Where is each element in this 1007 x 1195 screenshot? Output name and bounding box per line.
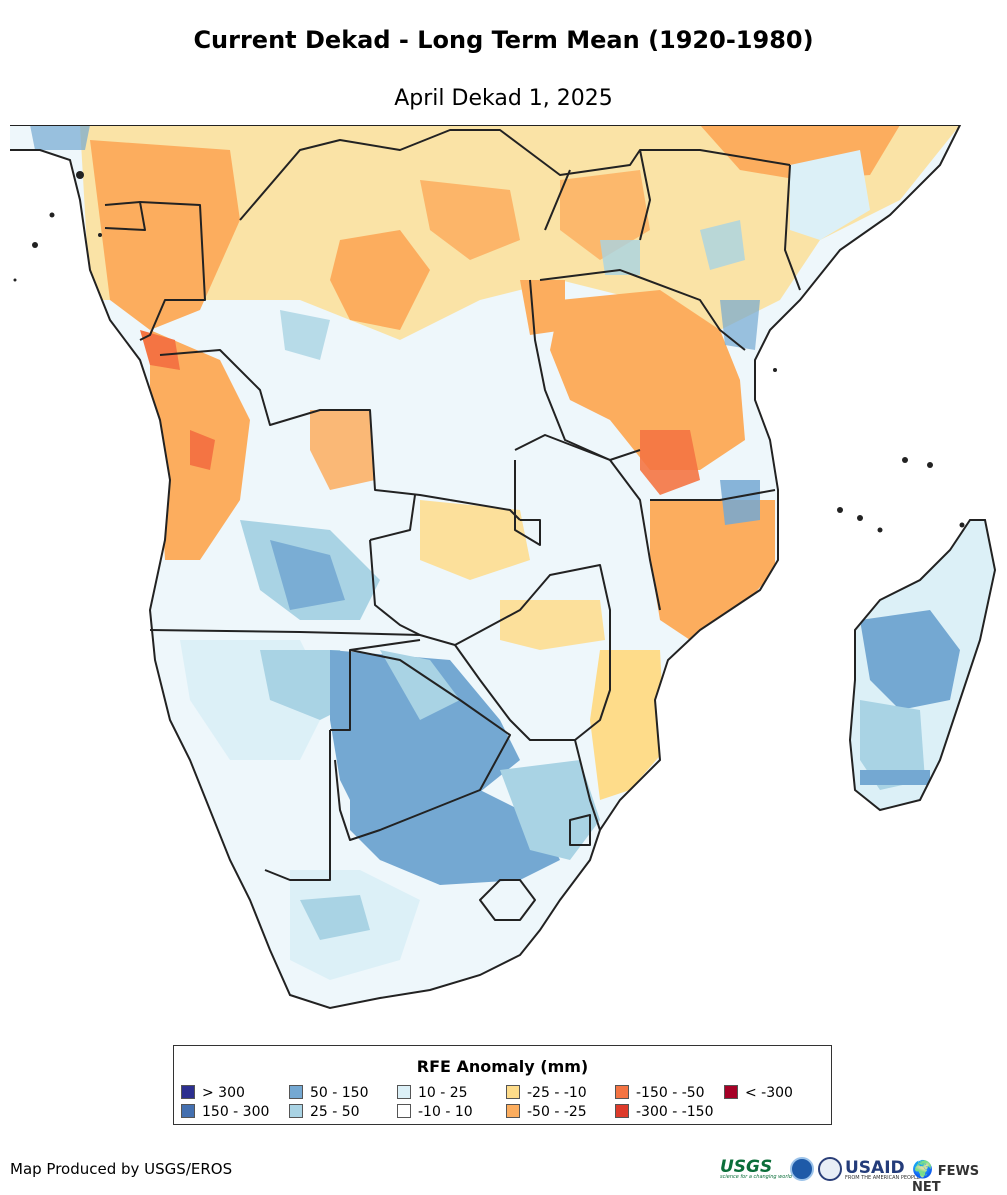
legend-swatch <box>506 1104 520 1118</box>
usaid-logo: USAID FROM THE AMERICAN PEOPLE <box>845 1158 920 1181</box>
usaid-tagline: FROM THE AMERICAN PEOPLE <box>845 1175 920 1181</box>
legend-swatch <box>181 1085 195 1099</box>
legend-item: -25 - -10 <box>506 1084 587 1102</box>
legend-title: RFE Anomaly (mm) <box>416 1057 589 1076</box>
globe-icon: 🌍 <box>912 1160 934 1180</box>
legend-item: 50 - 150 <box>289 1084 369 1102</box>
map-credit: Map Produced by USGS/EROS <box>10 1160 233 1178</box>
agency-logos: USGS science for a changing world USAID … <box>720 1157 1005 1195</box>
legend-label: -25 - -10 <box>527 1085 587 1101</box>
legend-item: 10 - 25 <box>397 1084 468 1102</box>
map-subtitle: April Dekad 1, 2025 <box>394 86 613 111</box>
legend-item: -150 - -50 <box>615 1084 705 1102</box>
usaid-logo-text: USAID <box>845 1158 905 1178</box>
legend-label: < -300 <box>745 1085 793 1101</box>
legend-swatch <box>615 1104 629 1118</box>
legend-swatch <box>397 1085 411 1099</box>
usgs-logo-text: USGS <box>720 1157 773 1177</box>
legend-swatch <box>181 1104 195 1118</box>
usgs-logo: USGS science for a changing world <box>720 1157 792 1180</box>
legend-label: > 300 <box>202 1085 245 1101</box>
legend-item: 25 - 50 <box>289 1103 360 1121</box>
legend-swatch <box>397 1104 411 1118</box>
fews-net-logo: 🌍 FEWS NET <box>912 1160 1005 1195</box>
legend-swatch <box>289 1104 303 1118</box>
legend-item: 150 - 300 <box>181 1103 269 1121</box>
map-title: Current Dekad - Long Term Mean (1920-198… <box>193 26 814 54</box>
legend-label: -300 - -150 <box>636 1104 714 1120</box>
legend-item: -300 - -150 <box>615 1103 714 1121</box>
state-seal-icon <box>818 1157 842 1181</box>
legend-item: < -300 <box>724 1084 793 1102</box>
legend-swatch <box>289 1085 303 1099</box>
legend-item: > 300 <box>181 1084 245 1102</box>
country-borders <box>104 129 801 921</box>
legend-label: -10 - 10 <box>418 1104 473 1120</box>
legend-item: -10 - 10 <box>397 1103 473 1121</box>
usgs-tagline: science for a changing world <box>720 1174 792 1180</box>
rainfall-anomaly-map <box>10 125 997 1010</box>
fews-net-text: FEWS NET <box>912 1164 980 1195</box>
legend-swatch <box>615 1085 629 1099</box>
legend-item: -50 - -25 <box>506 1103 587 1121</box>
legend-label: -50 - -25 <box>527 1104 587 1120</box>
islands <box>13 171 965 533</box>
legend-label: -150 - -50 <box>636 1085 705 1101</box>
legend-swatch <box>724 1085 738 1099</box>
legend-box: RFE Anomaly (mm) > 300 150 - 300 50 - 150 2… <box>173 1045 832 1125</box>
legend-swatch <box>506 1085 520 1099</box>
noaa-logo-icon <box>790 1157 814 1181</box>
legend-label: 10 - 25 <box>418 1085 468 1101</box>
madagascar-anomaly-fill <box>850 520 995 810</box>
legend-label: 25 - 50 <box>310 1104 360 1120</box>
legend-label: 50 - 150 <box>310 1085 369 1101</box>
legend-label: 150 - 300 <box>202 1104 270 1120</box>
mainland-anomaly-fill <box>10 125 960 1008</box>
